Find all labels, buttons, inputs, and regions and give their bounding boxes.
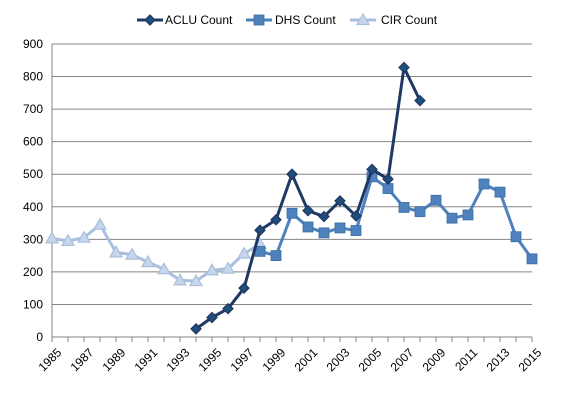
data-point: [510, 231, 522, 243]
y-tick-label: 200: [23, 265, 43, 279]
data-point: [414, 206, 426, 218]
data-point: [172, 273, 188, 286]
legend-marker: [355, 12, 371, 26]
x-tick-label: 2009: [420, 345, 449, 374]
data-point: [366, 163, 378, 176]
data-point: [446, 212, 458, 224]
data-point: [92, 217, 108, 230]
y-tick-label: 400: [23, 200, 43, 214]
series-dhs-count: [254, 171, 538, 265]
legend-label: ACLU Count: [165, 13, 233, 27]
data-point: [398, 61, 410, 74]
data-point: [270, 213, 282, 226]
data-point: [350, 225, 362, 236]
legend-label: CIR Count: [381, 13, 438, 27]
axes: [51, 44, 533, 342]
x-tick-label: 1997: [228, 345, 257, 374]
data-point: [526, 253, 538, 265]
legend-label: DHS Count: [275, 13, 336, 27]
series-aclu-count: [190, 61, 426, 335]
data-point: [254, 224, 266, 237]
y-tick-label: 500: [23, 167, 43, 181]
legend-item: CIR Count: [350, 12, 438, 27]
x-tick-label: 1993: [164, 345, 193, 374]
series-line: [195, 65, 422, 331]
x-tick-label: 1995: [196, 345, 225, 374]
x-tick-label: 1987: [68, 345, 97, 374]
data-point: [204, 263, 220, 276]
data-point: [494, 186, 506, 198]
x-tick-label: 2013: [484, 345, 513, 374]
x-tick-label: 2011: [452, 345, 480, 373]
x-tick-label: 2005: [356, 345, 385, 374]
series-lines: [44, 61, 538, 335]
data-point: [156, 262, 172, 275]
y-tick-label: 0: [36, 330, 43, 344]
data-point: [302, 221, 314, 233]
y-tick-label: 100: [23, 297, 43, 311]
x-tick-labels: 1985 1987 1989 1991 1993 1995 1997 1999 2001 2003…: [36, 345, 545, 374]
data-point: [44, 231, 60, 244]
data-point: [238, 282, 250, 295]
data-point: [302, 204, 314, 217]
legend-marker: [253, 14, 265, 26]
data-point: [430, 194, 442, 206]
x-tick-label: 1999: [260, 345, 289, 374]
x-tick-label: 2003: [324, 345, 353, 374]
data-point: [286, 168, 298, 181]
data-point: [414, 94, 426, 107]
data-point: [462, 209, 474, 221]
series-cir-count: [44, 217, 268, 287]
data-point: [334, 222, 346, 234]
x-tick-label: 2001: [292, 345, 321, 374]
y-tick-labels: 0 100 200 300 400 500 600 700 800 900: [23, 37, 43, 344]
data-point: [318, 210, 330, 223]
data-point: [318, 227, 330, 239]
data-point: [220, 261, 236, 274]
data-point: [222, 302, 234, 315]
x-tick-label: 1989: [100, 345, 129, 374]
data-point: [382, 173, 394, 185]
data-point: [382, 183, 394, 194]
data-point: [76, 230, 92, 243]
x-tick-label: 2015: [516, 345, 545, 374]
y-tick-label: 300: [23, 232, 43, 246]
data-point: [398, 202, 410, 213]
y-tick-label: 700: [23, 102, 43, 116]
x-tick-label: 2007: [388, 345, 417, 374]
legend-item: DHS Count: [246, 13, 336, 27]
data-point: [190, 323, 202, 335]
data-point: [188, 273, 204, 287]
data-point: [108, 245, 124, 258]
legend: ACLU Count DHS Count CIR Count: [137, 12, 438, 27]
data-point: [334, 195, 346, 207]
data-point: [140, 254, 156, 268]
data-point: [236, 246, 252, 259]
x-tick-label: 1985: [36, 345, 65, 374]
data-point: [350, 210, 362, 222]
data-point: [206, 311, 218, 324]
data-point: [286, 207, 298, 219]
data-point: [270, 250, 282, 262]
data-point: [124, 247, 140, 260]
legend-marker: [144, 14, 156, 26]
data-point: [478, 178, 490, 190]
y-tick-label: 600: [23, 135, 43, 149]
y-tick-label: 800: [23, 70, 43, 84]
x-tick-label: 1991: [132, 345, 161, 374]
legend-item: ACLU Count: [137, 13, 233, 27]
y-tick-label: 900: [23, 37, 43, 51]
series-line: [259, 175, 534, 260]
data-point: [60, 233, 76, 247]
